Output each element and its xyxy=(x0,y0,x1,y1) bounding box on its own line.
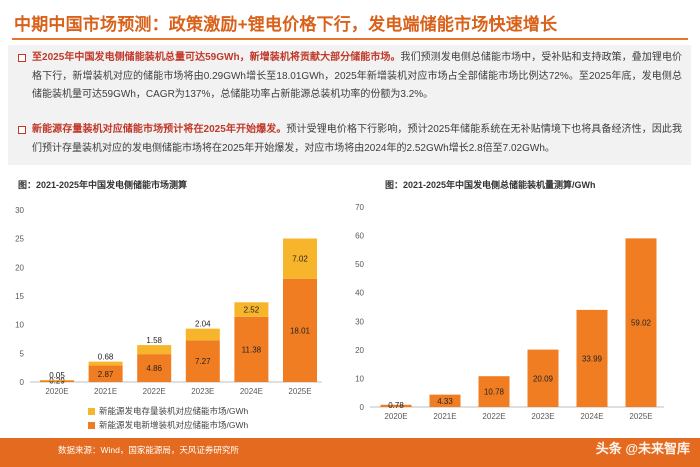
bar-new xyxy=(185,340,220,382)
y-tick-label: 30 xyxy=(355,317,364,326)
title-divider xyxy=(12,38,688,40)
data-label-new: 4.86 xyxy=(146,364,162,373)
data-label-total: 20.09 xyxy=(533,374,554,383)
x-tick-label: 2021E xyxy=(94,387,117,396)
bar-existing xyxy=(234,302,269,317)
right-chart-title: 图：2021-2025年中国发电侧总储能装机量测算/GWh xyxy=(385,180,596,190)
bullet-2-highlight: 新能源存量装机对应储能市场预计将在2025年开始爆发。 xyxy=(32,124,287,135)
data-label-new: 11.38 xyxy=(242,345,262,354)
summary-bullet-2: 新能源存量装机对应储能市场预计将在2025年开始爆发。预计受锂电价格下行影响，预… xyxy=(18,121,682,158)
legend-item-new: 新能源发电新增装机对应储能市场/GWh xyxy=(88,418,248,432)
y-tick-label: 20 xyxy=(355,346,364,355)
left-chart-title: 图：2021-2025年中国发电侧储能市场测算 xyxy=(18,180,188,190)
x-tick-label: 2022E xyxy=(143,387,166,396)
x-tick-label: 2021E xyxy=(433,412,456,421)
y-tick-label: 50 xyxy=(355,260,364,269)
data-label-new: 18.01 xyxy=(290,326,311,335)
x-tick-label: 2025E xyxy=(629,412,652,421)
data-label-total: 33.99 xyxy=(582,354,603,363)
x-tick-label: 2024E xyxy=(580,412,603,421)
watermark: 头条 @未来智库 xyxy=(595,441,690,456)
x-tick-label: 2020E xyxy=(45,387,68,396)
y-tick-label: 70 xyxy=(355,203,364,212)
x-tick-label: 2023E xyxy=(191,387,214,396)
bullet-1-text: 我们预测发电侧总储能市场中，受补贴和支持政策，叠加锂电价格下行，新增装机对应的储… xyxy=(32,52,682,100)
bar-total xyxy=(625,238,657,407)
bar-existing xyxy=(283,238,317,279)
bullet-square-icon xyxy=(18,54,26,62)
data-label-total: 10.78 xyxy=(484,388,505,397)
y-tick-label: 10 xyxy=(355,374,364,383)
y-tick-label: 30 xyxy=(15,206,24,215)
data-label-total: 4.33 xyxy=(437,397,453,406)
bar-new xyxy=(40,380,74,382)
data-label-total: 59.02 xyxy=(631,319,652,328)
bar-existing xyxy=(40,380,74,381)
data-label-existing: 7.02 xyxy=(292,255,308,264)
bar-total xyxy=(527,349,559,407)
summary-bullet-1: 至2025年中国发电侧储能装机总量可达59GWh，新增装机将贡献大部分储能市场。… xyxy=(18,49,682,105)
data-label-new: 2.87 xyxy=(98,370,114,379)
data-label-existing: 2.04 xyxy=(195,320,211,329)
bar-total xyxy=(576,309,608,407)
bar-total xyxy=(380,404,412,407)
bar-new xyxy=(88,365,123,382)
x-tick-label: 2022E xyxy=(482,412,505,421)
legend-swatch-new xyxy=(88,422,95,429)
y-tick-label: 20 xyxy=(15,263,24,272)
left-chart-legend: 新能源发电存量装机对应储能市场/GWh 新能源发电新增装机对应储能市场/GWh xyxy=(88,404,248,432)
y-tick-label: 15 xyxy=(15,292,24,301)
data-label-existing: 2.52 xyxy=(244,306,260,315)
bullet-2-text: 预计受锂电价格下行影响，预计2025年储能系统在无补贴情境下也将具备经济性，因此… xyxy=(32,124,683,154)
y-tick-label: 25 xyxy=(15,235,24,244)
bar-new xyxy=(234,316,269,382)
legend-label-existing: 新能源发电存量装机对应储能市场/GWh xyxy=(99,406,249,416)
summary-panel: 至2025年中国发电侧储能装机总量可达59GWh，新增装机将贡献大部分储能市场。… xyxy=(8,45,691,165)
data-label-new: 7.27 xyxy=(195,357,211,366)
page-title: 中期中国市场预测：政策激励+锂电价格下行，发电端储能市场快速增长 xyxy=(14,15,558,34)
right-bar-chart: 0 10 20 30 40 50 60 70 2020E 0.78 2021E 4.33 2022E 10… xyxy=(355,203,664,421)
y-tick-label: 40 xyxy=(355,289,364,298)
data-label-existing: 0.05 xyxy=(49,371,65,380)
legend-swatch-existing xyxy=(88,408,95,415)
legend-label-new: 新能源发电新增装机对应储能市场/GWh xyxy=(99,420,249,430)
bullet-1-highlight: 至2025年中国发电侧储能装机总量可达59GWh，新增装机将贡献大部分储能市场。 xyxy=(32,52,401,63)
data-label-existing: 1.58 xyxy=(146,336,162,345)
bar-total xyxy=(478,376,510,407)
footer-bar xyxy=(0,438,700,467)
y-tick-label: 0 xyxy=(20,378,25,387)
data-label-existing: 0.68 xyxy=(98,353,114,362)
data-label-total: 0.78 xyxy=(388,401,404,410)
bar-existing xyxy=(185,328,220,341)
left-stacked-bar-chart: 0510152025302020E0.290.052021E2.870.6820… xyxy=(15,206,322,396)
x-tick-label: 2020E xyxy=(384,412,407,421)
bar-existing xyxy=(137,345,172,355)
data-source: 数据来源：Wind，国家能源局，天风证券研究所 xyxy=(58,445,239,455)
y-tick-label: 10 xyxy=(15,321,24,330)
x-tick-label: 2024E xyxy=(240,387,263,396)
legend-item-existing: 新能源发电存量装机对应储能市场/GWh xyxy=(88,404,248,418)
bar-new xyxy=(283,278,317,382)
bullet-square-icon xyxy=(18,126,26,134)
y-tick-label: 0 xyxy=(360,403,365,412)
bar-new xyxy=(137,354,172,382)
bar-existing xyxy=(88,361,123,366)
y-tick-label: 60 xyxy=(355,232,364,241)
x-tick-label: 2023E xyxy=(531,412,554,421)
x-tick-label: 2025E xyxy=(288,387,311,396)
y-tick-label: 5 xyxy=(20,349,25,358)
bar-total xyxy=(429,394,461,407)
